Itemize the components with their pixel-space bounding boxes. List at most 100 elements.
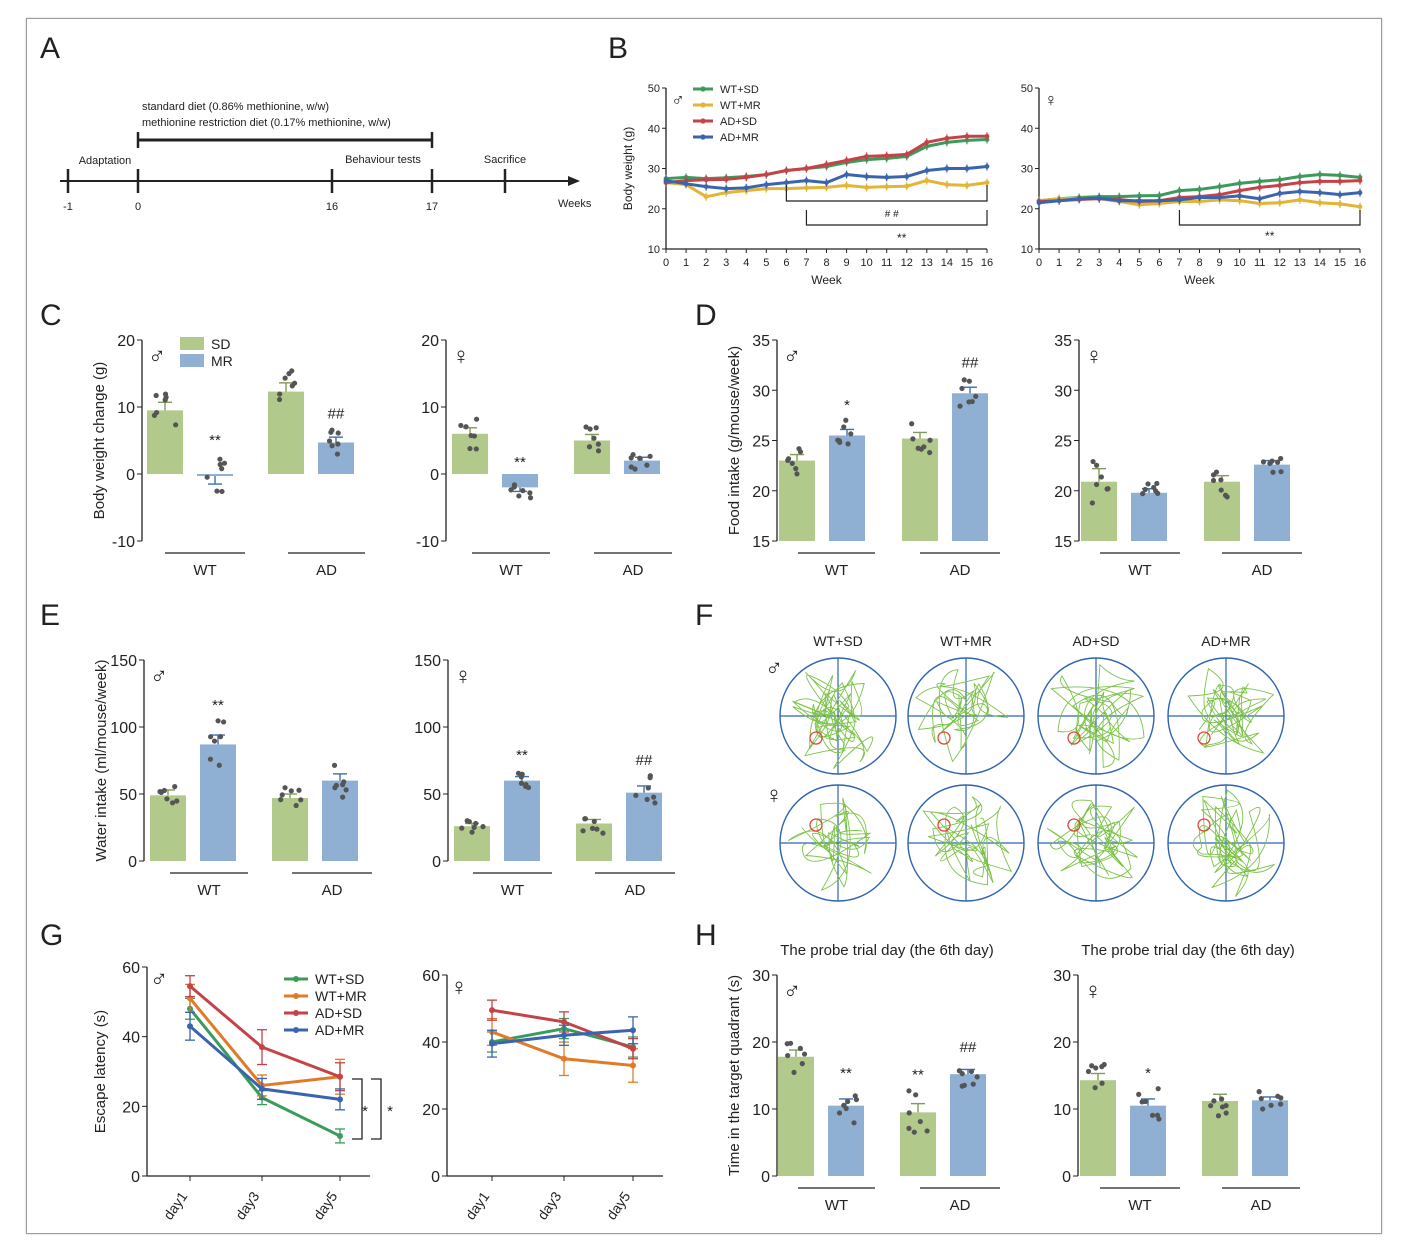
- individual-data-dot: [217, 734, 224, 740]
- individual-data-dot: [1223, 1110, 1229, 1116]
- x-axis-label: Week: [1184, 273, 1215, 287]
- individual-data-dot: [1258, 1096, 1264, 1102]
- data-point: [844, 172, 849, 177]
- bar-SD-AD: [268, 391, 304, 474]
- data-point: [964, 166, 970, 171]
- x-tick-label: 0: [663, 257, 669, 269]
- individual-data-dot: [970, 1081, 976, 1087]
- individual-data-dot: [1136, 1091, 1142, 1097]
- individual-data-dot: [586, 444, 593, 450]
- y-tick-label: 50: [423, 787, 441, 804]
- platform-marker: [1067, 731, 1081, 745]
- x-tick-label: 2: [1076, 257, 1082, 269]
- y-tick-label: 40: [122, 1030, 140, 1047]
- individual-data-dot: [215, 718, 221, 724]
- y-tick-label: 20: [1021, 204, 1033, 216]
- individual-data-dot: [221, 460, 228, 466]
- significance-bracket: [371, 1078, 382, 1140]
- category-label: AD: [322, 882, 343, 899]
- category-label: AD: [623, 562, 644, 579]
- y-tick-label: 30: [1053, 968, 1071, 985]
- individual-data-dot: [527, 495, 534, 501]
- platform-marker: [937, 818, 951, 832]
- swim-track-male-WT+SD: [779, 657, 897, 775]
- individual-data-dot: [841, 424, 847, 430]
- swim-track-female-AD+SD: [1037, 784, 1155, 902]
- bar-chart-E-female: 0 50 100 150 ♀ WT AD ** ##: [414, 653, 675, 899]
- individual-data-dot: [204, 474, 210, 480]
- data-point: [884, 153, 890, 159]
- bar-SD-WT: [452, 433, 488, 474]
- y-tick-label: 20: [1054, 484, 1072, 501]
- individual-data-dot: [1278, 1101, 1284, 1107]
- bar-SD-WT: [1080, 1080, 1116, 1176]
- individual-data-dot: [466, 818, 472, 825]
- timeline-week: -1: [63, 201, 73, 213]
- x-tick-label: day1: [160, 1188, 191, 1222]
- panel-label-D: D: [695, 299, 717, 332]
- y-tick-label: 40: [1021, 123, 1033, 135]
- data-point: [1277, 183, 1283, 188]
- individual-data-dot: [1278, 455, 1284, 462]
- data-point: [924, 143, 930, 149]
- data-point: [1337, 201, 1343, 207]
- sex-symbol: ♂: [783, 343, 801, 370]
- data-point: [1357, 190, 1363, 196]
- y-axis-label: Water intake (ml/mouse/week): [93, 659, 110, 861]
- significance-label: **: [212, 697, 224, 714]
- x-tick-label: 3: [1096, 257, 1102, 269]
- individual-data-dot: [1155, 1086, 1161, 1092]
- data-point: [844, 183, 849, 188]
- data-point: [187, 1023, 193, 1030]
- individual-data-dot: [1089, 500, 1095, 506]
- y-tick-label: 15: [752, 534, 770, 551]
- individual-data-dot: [1099, 1064, 1105, 1070]
- individual-data-dot: [587, 426, 593, 432]
- chart-title: The probe trial day (the 6th day): [780, 942, 993, 959]
- individual-data-dot: [966, 399, 972, 405]
- sex-symbol: ♀: [450, 974, 468, 1001]
- data-point: [703, 194, 709, 200]
- x-tick-label: 0: [1036, 257, 1042, 269]
- individual-data-dot: [219, 466, 225, 472]
- individual-data-dot: [836, 1110, 843, 1116]
- x-tick-label: day3: [232, 1188, 263, 1222]
- individual-data-dot: [924, 1128, 930, 1134]
- legend-marker: [700, 134, 706, 140]
- individual-data-dot: [848, 431, 854, 437]
- data-point: [1337, 178, 1343, 184]
- swim-track-male-AD+MR: [1167, 657, 1285, 775]
- individual-data-dot: [291, 380, 298, 386]
- y-tick-label: 10: [117, 400, 135, 417]
- data-point: [743, 185, 749, 191]
- individual-data-dot: [595, 448, 602, 454]
- individual-data-dot: [785, 1052, 791, 1059]
- data-point: [1096, 195, 1102, 201]
- individual-data-dot: [293, 802, 299, 809]
- data-point: [1297, 180, 1303, 185]
- individual-data-dot: [1154, 480, 1160, 487]
- x-tick-label: 15: [961, 257, 973, 269]
- data-point: [1257, 196, 1263, 202]
- bar-MR-WT: [200, 744, 236, 861]
- individual-data-dot: [589, 825, 596, 831]
- x-tick-label: 8: [1196, 257, 1202, 269]
- individual-data-dot: [910, 436, 916, 442]
- individual-data-dot: [906, 1088, 912, 1094]
- y-tick-label: 20: [1053, 1035, 1071, 1052]
- category-label: WT: [1128, 1197, 1151, 1214]
- significance-bracket: [805, 210, 988, 226]
- x-tick-label: day1: [462, 1188, 493, 1222]
- category-label: WT: [825, 562, 848, 579]
- bar-chart-H-male: 0 10 20 30 Time in the target quadrant (s) Th…: [726, 942, 1000, 1214]
- swim-track-grid: WT+SD WT+MR AD+SD AD+MR ♂ ♀: [765, 633, 1285, 902]
- x-tick-label: 13: [1294, 257, 1306, 269]
- data-point: [703, 177, 709, 183]
- legend-marker: [293, 976, 299, 982]
- data-point: [804, 178, 809, 183]
- individual-data-dot: [173, 422, 179, 428]
- data-point: [1277, 177, 1283, 183]
- data-point: [1237, 198, 1243, 204]
- significance-label: *: [1145, 1065, 1151, 1082]
- individual-data-dot: [1098, 474, 1104, 480]
